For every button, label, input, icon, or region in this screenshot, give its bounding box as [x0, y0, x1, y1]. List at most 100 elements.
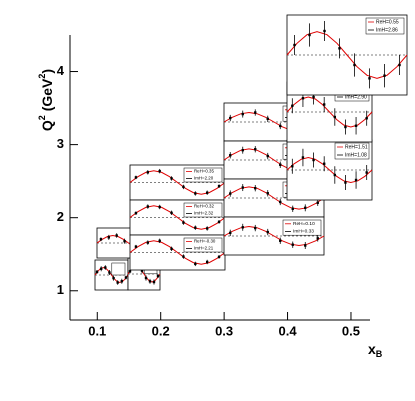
data-point	[291, 207, 294, 210]
data-point	[140, 269, 144, 272]
legend-text: ImH=2.32	[194, 211, 214, 216]
data-point	[104, 266, 107, 269]
data-point	[266, 230, 269, 234]
data-point	[128, 270, 132, 273]
data-point	[266, 192, 269, 195]
data-point	[322, 162, 326, 165]
data-point	[170, 177, 173, 180]
legend-text: ReH=1.51	[345, 144, 368, 150]
data-point	[146, 205, 150, 208]
data-point	[194, 262, 197, 266]
data-point	[291, 165, 294, 168]
data-point	[354, 178, 358, 182]
data-point	[205, 260, 209, 264]
data-point	[229, 116, 232, 120]
data-point	[217, 220, 221, 224]
data-point	[266, 117, 269, 121]
x-tick-label: 0.1	[88, 323, 106, 338]
y-axis-label-part: (GeV	[39, 78, 55, 115]
legend-text: ImH=2.90	[345, 94, 367, 100]
data-point	[134, 245, 138, 248]
data-point	[241, 226, 244, 229]
legend-text: ImH=2.21	[194, 246, 214, 251]
x-axis-label-part: B	[376, 349, 383, 359]
data-point	[108, 271, 111, 274]
data-point	[152, 280, 156, 284]
data-point	[301, 156, 305, 159]
data-point	[254, 148, 257, 151]
data-point	[338, 47, 341, 50]
legend-box	[183, 167, 223, 183]
data-point	[146, 241, 150, 244]
data-point	[301, 97, 305, 100]
fit-curve	[223, 186, 325, 210]
fit-curve	[286, 96, 373, 128]
data-point	[182, 255, 185, 258]
data-point	[308, 33, 311, 37]
legend-box	[111, 262, 126, 276]
data-point	[120, 280, 124, 283]
data-point	[158, 169, 161, 173]
y-tick-label: 4	[57, 63, 65, 78]
data-point	[241, 112, 244, 116]
data-point	[383, 74, 386, 77]
data-point	[116, 281, 119, 284]
legend-text: ReH=0.32	[194, 204, 214, 209]
data-point	[254, 186, 257, 190]
data-point	[99, 238, 103, 241]
data-point	[316, 201, 319, 204]
data-point	[205, 227, 209, 230]
data-point	[293, 43, 296, 47]
data-point	[124, 276, 128, 279]
data-point	[323, 29, 326, 33]
legend-text: ImH=1.08	[345, 152, 367, 158]
data-point	[156, 274, 160, 278]
data-point	[304, 244, 307, 247]
data-point	[304, 206, 307, 210]
y-axis-label-part: Q	[39, 120, 55, 131]
data-point	[291, 104, 294, 107]
legend-text: ImH=0.33	[293, 229, 314, 235]
x-tick-label: 0.5	[342, 323, 360, 338]
y-axis-label-part: 2	[37, 74, 47, 79]
x-tick-label: 0.4	[279, 323, 298, 338]
y-axis-label-part: )	[39, 69, 55, 74]
data-point	[134, 176, 138, 179]
data-point	[316, 237, 319, 240]
legend-box	[334, 142, 370, 160]
legend-text: ReH=0.55	[376, 19, 399, 25]
data-point	[217, 184, 221, 188]
x-tick-label: 0.3	[215, 323, 233, 338]
legend-box	[365, 17, 405, 35]
data-point	[312, 158, 315, 162]
fit-curve	[129, 170, 226, 195]
data-point	[194, 226, 197, 229]
data-point	[107, 236, 111, 239]
data-point	[254, 111, 257, 114]
data-point	[217, 255, 221, 259]
fit-curve	[286, 156, 373, 184]
y-axis-label: Q2 (GeV2)	[37, 69, 54, 131]
data-point	[333, 115, 337, 119]
y-tick-label: 1	[57, 282, 64, 297]
data-point	[134, 211, 138, 215]
data-point	[254, 226, 257, 230]
data-point	[148, 280, 152, 283]
data-point	[279, 163, 282, 166]
data-point	[344, 125, 347, 129]
data-point	[365, 171, 368, 174]
data-point	[115, 234, 118, 237]
data-point	[368, 77, 371, 80]
y-tick-label: 2	[57, 209, 64, 224]
data-point	[144, 276, 148, 280]
fit-curve	[286, 31, 408, 79]
legend-box	[183, 237, 223, 253]
fit-curve	[129, 205, 226, 230]
data-point	[279, 200, 282, 204]
data-point	[266, 154, 269, 158]
data-point	[365, 117, 368, 120]
data-point	[354, 124, 358, 127]
legend-text: ReH=-0.30	[194, 239, 216, 244]
data-point	[279, 239, 282, 242]
